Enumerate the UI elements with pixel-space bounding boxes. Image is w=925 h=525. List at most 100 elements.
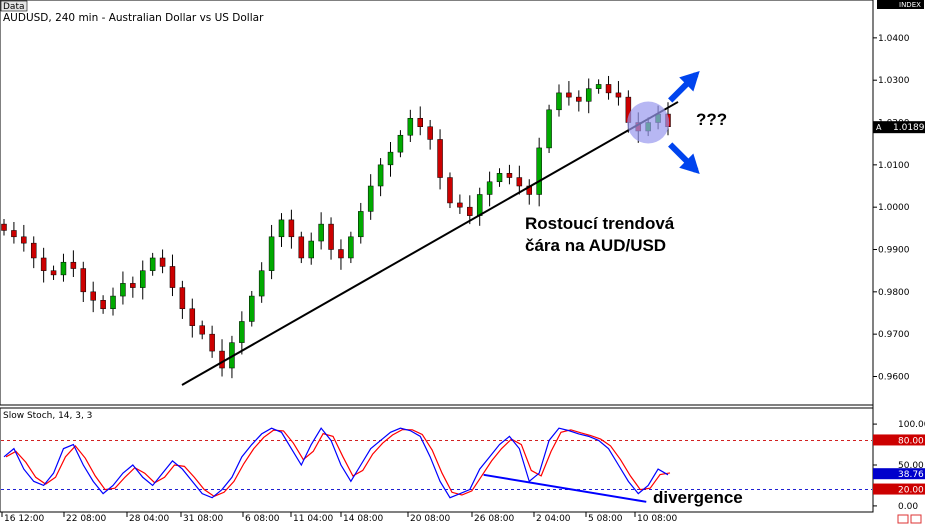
candle-down	[506, 173, 513, 178]
candle-down	[566, 92, 572, 98]
price-tick-label: 0.9900	[878, 246, 910, 256]
candle-down	[427, 126, 433, 140]
candle-up	[387, 151, 394, 166]
candle-up	[348, 236, 354, 259]
x-tick-label: 2 04:00	[536, 514, 571, 524]
price-tick-label: 0.9600	[878, 372, 910, 382]
price-tick-label: 1.0100	[878, 161, 910, 171]
candle-down	[169, 266, 176, 288]
x-tick-label: 31 08:00	[183, 514, 224, 524]
candle-up	[486, 181, 493, 195]
candle-down	[189, 308, 196, 326]
candle-up	[120, 283, 126, 297]
x-tick-label: 20 08:00	[410, 514, 451, 524]
price-tick-label: 1.0000	[878, 203, 910, 213]
stoch-level-label: 80.00	[898, 436, 924, 446]
candle-up	[407, 118, 414, 136]
candle-down	[21, 236, 27, 244]
candlestick-series	[1, 75, 671, 379]
candle-down	[30, 242, 37, 259]
candle-down	[328, 223, 334, 250]
candle-down	[437, 139, 443, 178]
candle-down	[417, 118, 423, 128]
x-tick-label: 28 04:00	[129, 514, 170, 524]
candle-down	[199, 325, 205, 335]
candle-down	[219, 350, 225, 369]
chart-title: AUDUSD, 240 min - Australian Dollar vs U…	[3, 12, 264, 24]
candle-up	[377, 164, 384, 187]
stoch-title: Slow Stoch, 14, 3, 3	[3, 411, 92, 421]
candle-down	[338, 249, 344, 259]
stoch-d-line	[5, 428, 671, 498]
stoch-level-box	[873, 483, 925, 495]
candle-down	[100, 300, 106, 310]
last-price-box	[873, 121, 925, 134]
candle-up	[60, 261, 67, 276]
price-tick-label: 1.0300	[878, 76, 910, 86]
stoch-tick-label: 0.00	[898, 502, 918, 512]
minimize-icon[interactable]	[897, 514, 909, 524]
candle-up	[258, 270, 265, 297]
x-tick-label: 10 08:00	[637, 514, 678, 524]
candle-down	[1, 223, 7, 231]
price-tick-label: 0.9700	[878, 330, 910, 340]
candle-down	[298, 236, 305, 259]
candle-down	[288, 219, 295, 238]
focus-circle	[627, 101, 670, 144]
candle-up	[546, 109, 552, 149]
candle-up	[496, 173, 503, 183]
candle-up	[110, 295, 116, 310]
candle-down	[159, 257, 166, 267]
candle-up	[358, 211, 364, 238]
x-tick-label: 6 08:00	[245, 514, 280, 524]
price-axis-area	[873, 0, 925, 405]
candle-up	[595, 84, 602, 89]
candle-down	[70, 261, 77, 269]
candle-down	[130, 283, 136, 288]
candle-up	[556, 92, 562, 111]
x-tick-label: 14 08:00	[343, 514, 384, 524]
candle-down	[40, 257, 47, 271]
candle-up	[149, 257, 156, 271]
x-tick-label: 5 08:00	[588, 514, 623, 524]
candle-up	[367, 185, 374, 212]
candle-down	[447, 177, 453, 204]
candle-up	[318, 223, 324, 242]
close-icon[interactable]	[910, 514, 922, 524]
trendline-annotation-line2: čára na AUD/USD	[525, 236, 666, 255]
x-tick-label: 22 08:00	[66, 514, 107, 524]
candle-down	[209, 333, 215, 352]
candle-down	[50, 270, 57, 276]
index-badge-bg	[877, 0, 924, 9]
divergence-annotation: divergence	[653, 488, 743, 507]
candle-down	[179, 287, 186, 310]
trendline	[181, 101, 679, 386]
down-arrow-head	[679, 153, 700, 175]
candle-up	[476, 194, 483, 216]
stoch-level-label: 20.00	[898, 486, 924, 496]
stoch-level-box	[873, 434, 925, 446]
candle-down	[516, 177, 523, 187]
stoch-value-box	[873, 468, 925, 480]
candle-down	[90, 291, 96, 301]
price-tick-label: 0.9800	[878, 288, 910, 298]
price-panel-frame	[0, 0, 874, 406]
index-badge: INDEX	[899, 1, 921, 9]
candle-up	[268, 236, 275, 271]
trendline-annotation-line1: Rostoucí trendová	[525, 214, 675, 233]
last-price-marker: A	[876, 123, 882, 132]
stoch-k-line	[3, 427, 669, 499]
price-y-axis: 1.04001.03001.02001.01001.00000.99000.98…	[873, 34, 925, 382]
data-tab-label: Data	[3, 2, 25, 12]
time-x-axis: 16 12:00 22 08:00 28 04:00 31 08:00 6 08:00 1…	[1, 512, 678, 524]
candle-down	[605, 84, 612, 94]
candle-up	[585, 88, 592, 102]
data-tab[interactable]	[0, 0, 28, 12]
candle-down	[576, 96, 582, 102]
last-price-label: 1.0189	[893, 123, 925, 133]
candle-up	[249, 295, 255, 322]
stoch-series	[1, 427, 872, 503]
